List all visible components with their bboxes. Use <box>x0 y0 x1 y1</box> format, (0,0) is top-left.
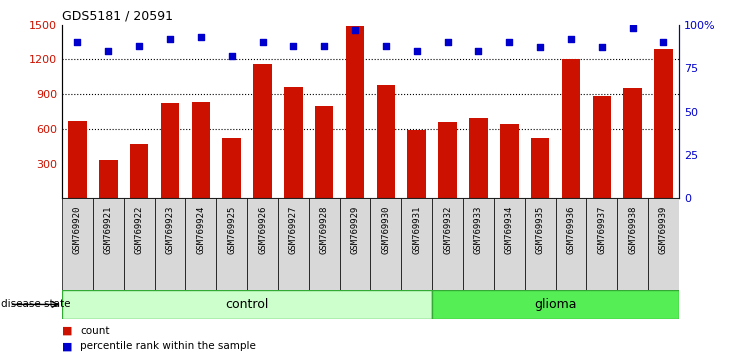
Bar <box>377 85 395 198</box>
Text: GSM769931: GSM769931 <box>412 206 421 254</box>
Bar <box>494 198 525 290</box>
Bar <box>432 290 679 319</box>
Bar <box>432 198 463 290</box>
Point <box>627 25 639 31</box>
Bar <box>654 49 673 198</box>
Bar <box>130 144 148 198</box>
Text: disease state: disease state <box>1 299 70 309</box>
Point <box>195 34 207 40</box>
Text: GSM769925: GSM769925 <box>227 206 237 254</box>
Bar <box>438 122 457 198</box>
Bar <box>99 160 118 198</box>
Bar <box>253 64 272 198</box>
Point <box>380 43 392 48</box>
Bar <box>556 198 586 290</box>
Point <box>318 43 330 48</box>
Text: GSM769936: GSM769936 <box>566 206 575 254</box>
Bar <box>525 198 556 290</box>
Bar <box>191 102 210 198</box>
Point <box>288 43 299 48</box>
Text: count: count <box>80 326 110 336</box>
Bar <box>648 198 679 290</box>
Point <box>411 48 423 53</box>
Text: GSM769938: GSM769938 <box>628 206 637 254</box>
Text: GSM769924: GSM769924 <box>196 206 205 254</box>
Bar <box>223 138 241 198</box>
Text: ■: ■ <box>62 326 72 336</box>
Text: GSM769926: GSM769926 <box>258 206 267 254</box>
Bar <box>62 198 93 290</box>
Point <box>226 53 237 59</box>
Bar <box>309 198 339 290</box>
Bar <box>185 198 216 290</box>
Point <box>72 39 83 45</box>
Text: GSM769929: GSM769929 <box>350 206 360 254</box>
Text: GDS5181 / 20591: GDS5181 / 20591 <box>62 9 173 22</box>
Text: GSM769921: GSM769921 <box>104 206 113 254</box>
Text: GSM769932: GSM769932 <box>443 206 452 254</box>
Bar <box>469 119 488 198</box>
Bar <box>339 198 371 290</box>
Point <box>534 45 546 50</box>
Bar <box>155 198 185 290</box>
Bar <box>407 130 426 198</box>
Bar <box>124 198 155 290</box>
Bar <box>62 290 432 319</box>
Bar <box>371 198 402 290</box>
Bar <box>216 198 247 290</box>
Point <box>257 39 269 45</box>
Bar <box>531 138 550 198</box>
Text: glioma: glioma <box>534 298 577 311</box>
Point <box>134 43 145 48</box>
Point <box>349 27 361 33</box>
Bar <box>402 198 432 290</box>
Bar <box>247 198 278 290</box>
Text: GSM769930: GSM769930 <box>381 206 391 254</box>
Text: GSM769920: GSM769920 <box>73 206 82 254</box>
Text: GSM769934: GSM769934 <box>504 206 514 254</box>
Text: GSM769937: GSM769937 <box>597 206 607 254</box>
Bar <box>278 198 309 290</box>
Point <box>102 48 114 53</box>
Bar <box>623 88 642 198</box>
Bar <box>561 59 580 198</box>
Point <box>164 36 176 41</box>
Bar <box>93 198 124 290</box>
Text: control: control <box>226 298 269 311</box>
Bar <box>346 26 364 198</box>
Text: GSM769939: GSM769939 <box>659 206 668 254</box>
Bar <box>161 103 180 198</box>
Bar <box>284 87 303 198</box>
Bar <box>463 198 494 290</box>
Point <box>472 48 484 53</box>
Bar <box>68 121 87 198</box>
Point <box>658 39 669 45</box>
Bar <box>586 198 618 290</box>
Text: ■: ■ <box>62 341 72 351</box>
Bar <box>618 198 648 290</box>
Text: GSM769923: GSM769923 <box>166 206 174 254</box>
Bar <box>315 106 334 198</box>
Text: GSM769927: GSM769927 <box>289 206 298 254</box>
Text: GSM769935: GSM769935 <box>536 206 545 254</box>
Point <box>565 36 577 41</box>
Text: percentile rank within the sample: percentile rank within the sample <box>80 341 256 351</box>
Point <box>596 45 607 50</box>
Bar <box>593 97 611 198</box>
Text: GSM769933: GSM769933 <box>474 206 483 254</box>
Text: GSM769922: GSM769922 <box>134 206 144 254</box>
Point <box>442 39 453 45</box>
Bar <box>500 124 518 198</box>
Point <box>504 39 515 45</box>
Text: GSM769928: GSM769928 <box>320 206 328 254</box>
